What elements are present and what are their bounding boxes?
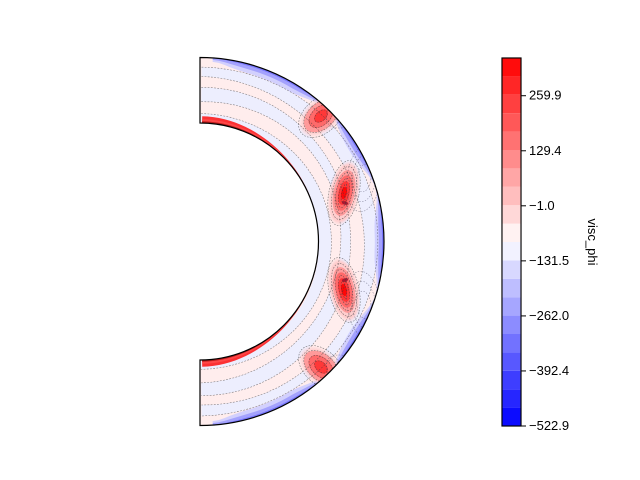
svg-text:−262.0: −262.0 xyxy=(529,308,569,323)
svg-text:−1.0: −1.0 xyxy=(529,198,555,213)
svg-text:259.9: 259.9 xyxy=(529,88,562,103)
svg-text:−522.9: −522.9 xyxy=(529,418,569,433)
svg-text:−131.5: −131.5 xyxy=(529,253,569,268)
svg-text:−392.4: −392.4 xyxy=(529,363,569,378)
svg-text:visc_phi: visc_phi xyxy=(585,219,600,266)
svg-text:129.4: 129.4 xyxy=(529,143,562,158)
